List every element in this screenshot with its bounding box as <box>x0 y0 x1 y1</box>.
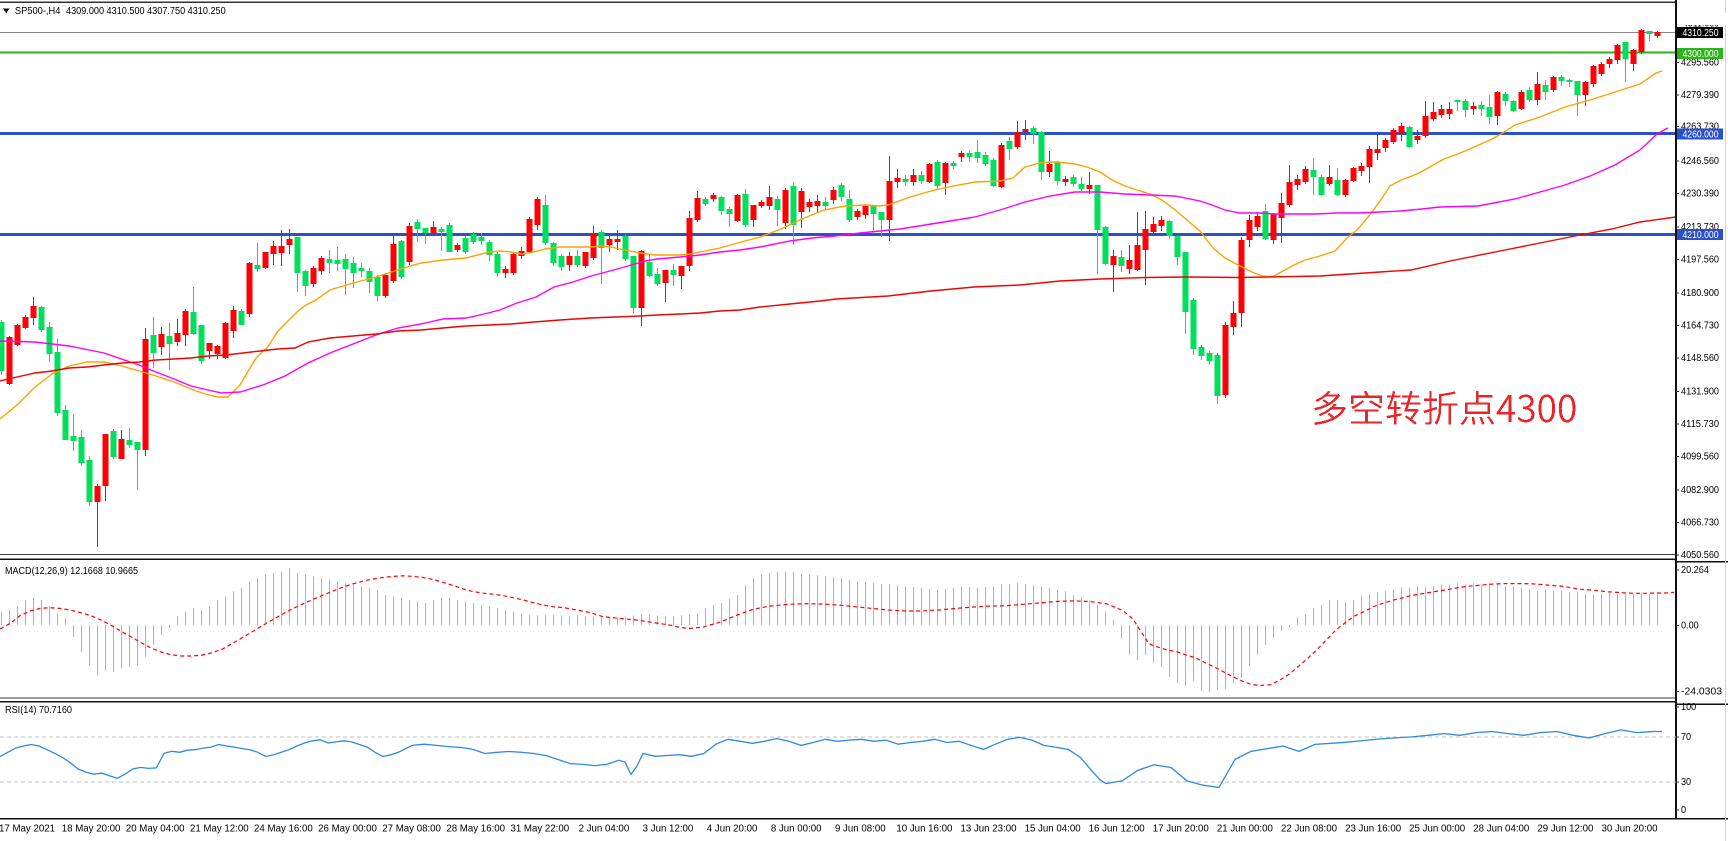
svg-text:4099.560: 4099.560 <box>1681 452 1720 463</box>
svg-text:4295.560: 4295.560 <box>1681 58 1720 69</box>
svg-text:4197.560: 4197.560 <box>1681 255 1720 266</box>
svg-text:4213.730: 4213.730 <box>1681 222 1720 233</box>
svg-text:9 Jun 08:00: 9 Jun 08:00 <box>835 824 886 835</box>
svg-text:4148.560: 4148.560 <box>1681 353 1720 364</box>
svg-text:0.00: 0.00 <box>1681 621 1699 632</box>
svg-text:2 Jun 04:00: 2 Jun 04:00 <box>579 824 630 835</box>
svg-text:20.264: 20.264 <box>1681 565 1709 576</box>
svg-text:13 Jun 23:00: 13 Jun 23:00 <box>960 824 1017 835</box>
svg-text:26 May 00:00: 26 May 00:00 <box>318 824 377 835</box>
svg-text:16 Jun 12:00: 16 Jun 12:00 <box>1089 824 1146 835</box>
svg-text:4115.730: 4115.730 <box>1681 419 1720 430</box>
svg-text:28 May 16:00: 28 May 16:00 <box>446 824 505 835</box>
svg-text:70: 70 <box>1681 732 1692 743</box>
svg-text:22 Jun 08:00: 22 Jun 08:00 <box>1281 824 1338 835</box>
svg-text:24 May 16:00: 24 May 16:00 <box>254 824 313 835</box>
svg-text:4 Jun 20:00: 4 Jun 20:00 <box>707 824 758 835</box>
svg-text:4066.730: 4066.730 <box>1681 518 1720 529</box>
svg-text:4310.250: 4310.250 <box>1683 28 1720 39</box>
svg-text:4260.000: 4260.000 <box>1683 130 1720 141</box>
svg-text:8 Jun 00:00: 8 Jun 00:00 <box>771 824 822 835</box>
svg-text:18 May 20:00: 18 May 20:00 <box>62 824 121 835</box>
svg-text:4050.560: 4050.560 <box>1681 550 1720 561</box>
svg-text:3 Jun 12:00: 3 Jun 12:00 <box>643 824 694 835</box>
svg-text:21 Jun 00:00: 21 Jun 00:00 <box>1217 824 1274 835</box>
svg-text:MACD(12,26,9) 12.1668 10.9665: MACD(12,26,9) 12.1668 10.9665 <box>5 566 138 577</box>
svg-text:RSI(14) 70.7160: RSI(14) 70.7160 <box>5 705 73 716</box>
svg-text:10 Jun 16:00: 10 Jun 16:00 <box>896 824 953 835</box>
svg-text:4279.390: 4279.390 <box>1681 90 1720 101</box>
svg-text:17 May 2021: 17 May 2021 <box>0 824 55 835</box>
svg-text:29 Jun 12:00: 29 Jun 12:00 <box>1537 824 1594 835</box>
svg-text:100: 100 <box>1681 702 1697 713</box>
svg-text:4300.000: 4300.000 <box>1683 49 1720 60</box>
svg-text:17 Jun 20:00: 17 Jun 20:00 <box>1153 824 1210 835</box>
svg-text:4246.560: 4246.560 <box>1681 156 1720 167</box>
svg-text:31 May 22:00: 31 May 22:00 <box>510 824 569 835</box>
svg-text:4131.900: 4131.900 <box>1681 387 1720 398</box>
svg-text:23 Jun 16:00: 23 Jun 16:00 <box>1345 824 1402 835</box>
svg-text:4210.000: 4210.000 <box>1683 230 1720 241</box>
svg-text:4309.000 4310.500 4307.750 431: 4309.000 4310.500 4307.750 4310.250 <box>66 6 226 17</box>
svg-text:4164.730: 4164.730 <box>1681 321 1720 332</box>
svg-text:21 May 12:00: 21 May 12:00 <box>190 824 249 835</box>
svg-text:25 Jun 00:00: 25 Jun 00:00 <box>1409 824 1466 835</box>
svg-text:15 Jun 04:00: 15 Jun 04:00 <box>1025 824 1082 835</box>
svg-text:30 Jun 20:00: 30 Jun 20:00 <box>1601 824 1658 835</box>
svg-text:30: 30 <box>1681 777 1692 788</box>
svg-text:27 May 08:00: 27 May 08:00 <box>382 824 441 835</box>
svg-text:SP500-,H4: SP500-,H4 <box>15 6 61 17</box>
svg-text:4263.730: 4263.730 <box>1681 122 1720 133</box>
svg-text:4230.390: 4230.390 <box>1681 189 1720 200</box>
svg-text:0: 0 <box>1681 805 1687 816</box>
svg-text:-24.0303: -24.0303 <box>1681 687 1722 698</box>
svg-text:28 Jun 04:00: 28 Jun 04:00 <box>1473 824 1530 835</box>
svg-text:20 May 04:00: 20 May 04:00 <box>126 824 185 835</box>
svg-text:4180.900: 4180.900 <box>1681 288 1720 299</box>
svg-text:4082.900: 4082.900 <box>1681 485 1720 496</box>
